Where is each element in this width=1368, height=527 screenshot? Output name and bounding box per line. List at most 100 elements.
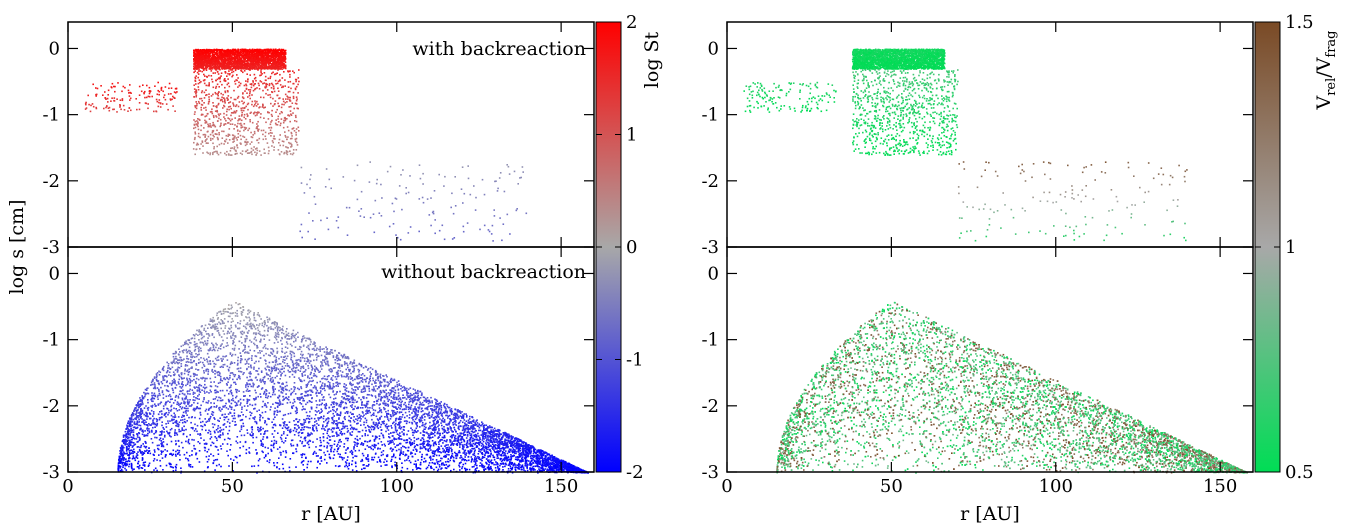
- scatter-point: [224, 101, 226, 103]
- scatter-point: [228, 67, 230, 69]
- scatter-point: [147, 108, 149, 110]
- scatter-point: [381, 197, 383, 199]
- scatter-point: [231, 119, 233, 121]
- scatter-point: [314, 196, 316, 198]
- scatter-point: [199, 137, 201, 139]
- scatter-point: [276, 72, 278, 74]
- scatter-point: [213, 62, 215, 64]
- scatter-point: [216, 146, 218, 148]
- scatter-point: [263, 130, 265, 132]
- scatter-point: [271, 114, 273, 116]
- scatter-point: [211, 68, 213, 70]
- scatter-point: [211, 55, 213, 57]
- scatter-point: [261, 55, 263, 57]
- scatter-point: [149, 87, 151, 89]
- scatter-point: [223, 97, 225, 99]
- scatter-point: [130, 92, 132, 94]
- scatter-point: [129, 99, 131, 101]
- scatter-point: [493, 209, 495, 211]
- scatter-point: [226, 139, 228, 141]
- scatter-point: [193, 96, 195, 98]
- scatter-point: [260, 52, 262, 54]
- scatter-point: [218, 118, 220, 120]
- scatter-point: [258, 85, 260, 87]
- scatter-point: [402, 169, 404, 171]
- scatter-point: [283, 49, 285, 51]
- scatter-point: [277, 53, 279, 55]
- scatter-point: [252, 50, 254, 52]
- scatter-point: [236, 137, 238, 139]
- scatter-point: [216, 130, 218, 132]
- scatter-point: [129, 107, 131, 109]
- scatter-point: [195, 93, 197, 95]
- scatter-point: [193, 128, 195, 130]
- scatter-point: [230, 148, 232, 150]
- scatter-point: [123, 105, 125, 107]
- scatter-point: [296, 79, 298, 81]
- scatter-point: [250, 152, 252, 154]
- scatter-point: [107, 101, 109, 103]
- scatter-point: [211, 75, 213, 77]
- scatter-point: [238, 106, 240, 108]
- scatter-point: [289, 97, 291, 99]
- scatter-point: [225, 120, 227, 122]
- scatter-point: [369, 181, 371, 183]
- scatter-point: [284, 117, 286, 119]
- scatter-point: [234, 153, 236, 155]
- scatter-point: [265, 132, 267, 134]
- scatter-point: [444, 176, 446, 178]
- scatter-point: [370, 217, 372, 219]
- scatter-point: [266, 62, 268, 64]
- scatter-point: [166, 103, 168, 105]
- scatter-point: [279, 62, 281, 64]
- scatter-point: [201, 63, 203, 65]
- scatter-point: [430, 197, 432, 199]
- scatter-point: [298, 127, 300, 129]
- scatter-point: [252, 54, 254, 56]
- scatter-point: [265, 87, 267, 89]
- scatter-point: [262, 106, 264, 108]
- scatter-point: [210, 152, 212, 154]
- scatter-point: [208, 75, 210, 77]
- scatter-point: [194, 111, 196, 113]
- scatter-point: [236, 110, 238, 112]
- scatter-point: [129, 95, 131, 97]
- scatter-point: [164, 94, 166, 96]
- scatter-point: [222, 107, 224, 109]
- scatter-point: [256, 61, 258, 63]
- scatter-point: [247, 152, 249, 154]
- scatter-point: [214, 125, 216, 127]
- scatter-point: [470, 194, 472, 196]
- scatter-point: [157, 90, 159, 92]
- scatter-point: [257, 103, 259, 105]
- scatter-point: [212, 122, 214, 124]
- scatter-point: [247, 141, 249, 143]
- scatter-point: [233, 57, 235, 59]
- scatter-point: [120, 99, 122, 101]
- scatter-point: [251, 104, 253, 106]
- scatter-point: [295, 132, 297, 134]
- scatter-point: [249, 55, 251, 57]
- scatter-point: [226, 154, 228, 156]
- scatter-point: [306, 184, 308, 186]
- scatter-point: [479, 229, 481, 231]
- scatter-point: [208, 99, 210, 101]
- scatter-point: [275, 80, 277, 82]
- scatter-point: [349, 207, 351, 209]
- scatter-point: [258, 51, 260, 53]
- scatter-point: [374, 232, 376, 234]
- scatter-point: [238, 50, 240, 52]
- scatter-point: [212, 154, 214, 156]
- scatter-point: [233, 90, 235, 92]
- scatter-point: [254, 68, 256, 70]
- scatter-point: [488, 229, 490, 231]
- scatter-point: [116, 111, 118, 113]
- scatter-point: [264, 72, 266, 74]
- scatter-point: [225, 59, 227, 61]
- scatter-point: [405, 193, 407, 195]
- scatter-point: [196, 91, 198, 93]
- scatter-point: [261, 81, 263, 83]
- scatter-point: [499, 217, 501, 219]
- scatter-point: [284, 79, 286, 81]
- scatter-point: [153, 111, 155, 113]
